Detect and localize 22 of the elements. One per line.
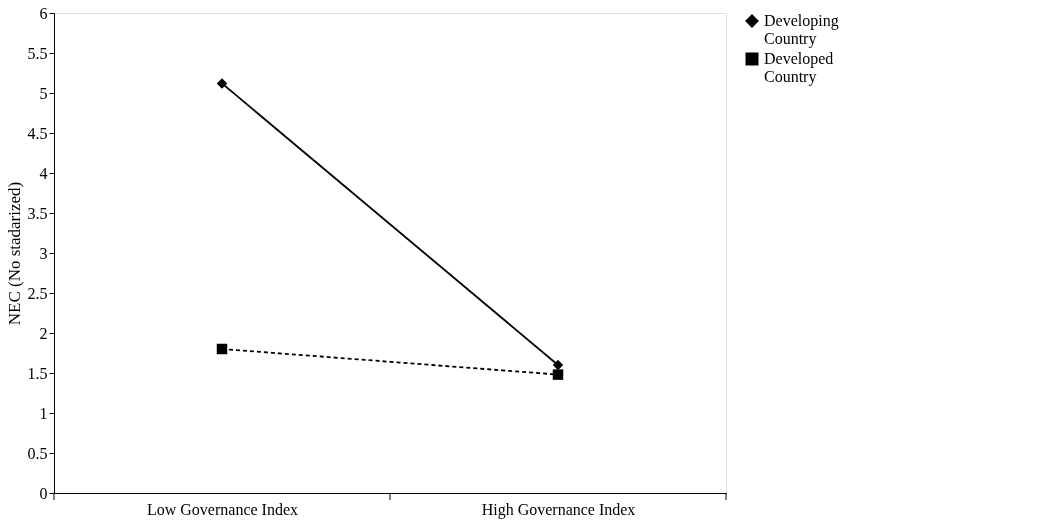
y-tick-label: 0 bbox=[39, 484, 48, 502]
legend-label: Developing Country bbox=[764, 12, 839, 48]
y-tick-label: 0.5 bbox=[27, 444, 48, 462]
y-tick-label: 3.5 bbox=[27, 204, 48, 222]
x-tick-label: High Governance Index bbox=[481, 500, 636, 519]
y-tick-label: 1 bbox=[39, 404, 48, 422]
point bbox=[216, 78, 228, 89]
y-tick-label: 2 bbox=[39, 324, 48, 342]
y-tick-label: 5.5 bbox=[27, 44, 48, 62]
point bbox=[552, 359, 564, 371]
y-tick-label: 3 bbox=[39, 244, 48, 262]
y-tick-label: 1.5 bbox=[27, 364, 48, 382]
legend-label: Developed Country bbox=[764, 50, 834, 86]
y-tick-label: 5 bbox=[39, 84, 48, 102]
point bbox=[216, 343, 228, 355]
y-tick-label: 2.5 bbox=[27, 284, 48, 302]
y-tick-label: 4.5 bbox=[27, 124, 48, 142]
y-tick-label: 6 bbox=[39, 4, 48, 22]
y-tick-label: 4 bbox=[39, 164, 48, 182]
point bbox=[552, 369, 564, 380]
x-tick-label: Low Governance Index bbox=[146, 500, 299, 518]
y-axis-title: NEC (No stadarized) bbox=[4, 181, 24, 326]
